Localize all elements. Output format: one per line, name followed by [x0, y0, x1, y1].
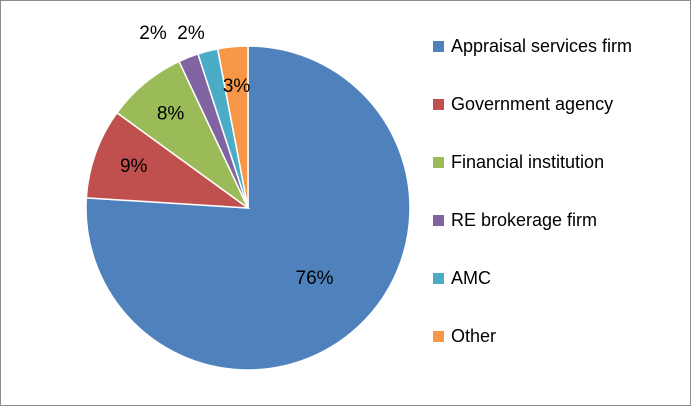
legend-swatch — [433, 215, 444, 226]
legend-item: Financial institution — [433, 150, 641, 174]
legend-swatch — [433, 157, 444, 168]
legend-item: AMC — [433, 266, 641, 290]
legend-label: AMC — [451, 268, 491, 288]
pie-area: 76% 9% 8% 3% 2% 2% — [85, 23, 411, 371]
legend-label: Appraisal services firm — [451, 36, 633, 56]
data-label: 3% — [223, 76, 251, 97]
data-label: 2% — [139, 23, 167, 44]
data-label: 8% — [157, 103, 185, 124]
legend-label: Other — [451, 326, 497, 346]
legend-swatch — [433, 273, 444, 284]
pie-slice — [85, 111, 251, 209]
legend-item: Other — [433, 324, 641, 348]
legend-item: Government agency — [433, 92, 641, 116]
data-label: 9% — [120, 156, 148, 177]
legend-swatch — [433, 99, 444, 110]
legend-item: RE brokerage firm — [433, 208, 641, 232]
legend-label: Financial institution — [451, 152, 605, 172]
data-label: 76% — [296, 268, 334, 289]
legend-item: Appraisal services firm — [433, 34, 641, 58]
legend-swatch — [433, 331, 444, 342]
legend-swatch — [433, 41, 444, 52]
legend-label: RE brokerage firm — [451, 210, 598, 230]
pie-slice — [216, 45, 249, 209]
legend-label: Government agency — [451, 94, 614, 114]
data-label: 2% — [177, 23, 205, 44]
